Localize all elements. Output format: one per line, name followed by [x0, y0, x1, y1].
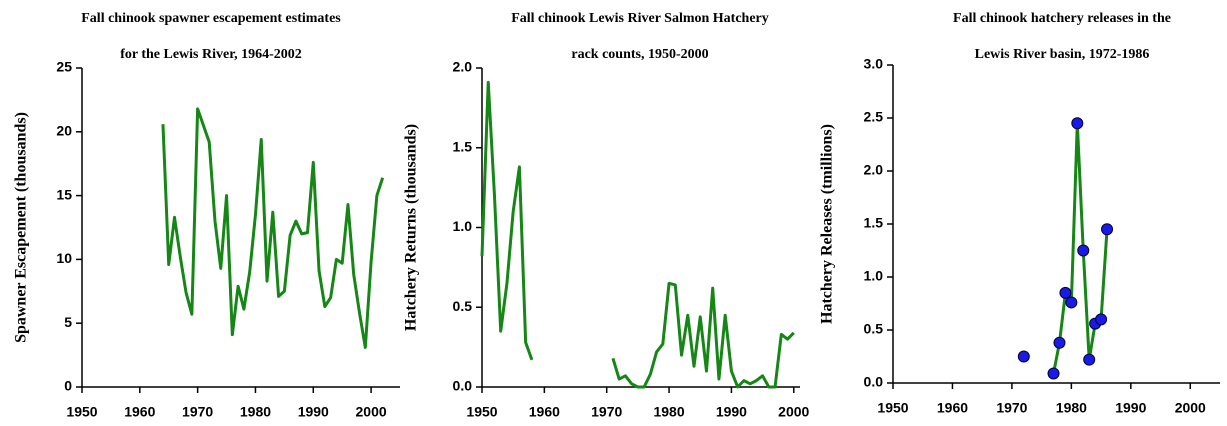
x-tick-label: 1950: [66, 404, 97, 420]
data-point: [1059, 286, 1072, 299]
x-tick-label: 1990: [298, 404, 329, 420]
data-point: [1017, 350, 1030, 363]
y-tick-label: 0.5: [864, 321, 884, 337]
y-axis-label: Hatchery Returns (thousands): [403, 124, 420, 331]
x-tick-label: 1980: [1056, 400, 1087, 416]
data-line: [161, 107, 385, 349]
y-tick-label: 2.0: [864, 162, 884, 178]
chart-title: for the Lewis River, 1964-2002: [120, 47, 302, 62]
x-tick-label: 1970: [996, 400, 1027, 416]
chart-title: rack counts, 1950-2000: [571, 47, 708, 62]
y-tick-label: 2.0: [453, 59, 473, 75]
y-axis-label: Spawner Escapement (thousands): [13, 112, 30, 343]
y-axis-label: Hatchery Releases (tmillions): [819, 124, 836, 324]
x-tick-label: 1960: [124, 404, 155, 420]
data-point: [1053, 336, 1066, 349]
data-point: [1047, 367, 1060, 380]
data-point: [1101, 223, 1114, 236]
x-tick-label: 1960: [529, 404, 560, 420]
y-tick-label: 15: [56, 186, 72, 202]
data-line: [611, 281, 795, 389]
x-tick-label: 1980: [240, 404, 271, 420]
x-tick-label: 1960: [937, 400, 968, 416]
x-tick-label: 1970: [591, 404, 622, 420]
x-tick-label: 1970: [182, 404, 213, 420]
x-tick-label: 1990: [1115, 400, 1146, 416]
x-tick-label: 1950: [877, 400, 908, 416]
chart-title: Fall chinook Lewis River Salmon Hatchery: [511, 11, 769, 26]
y-tick-label: 3.0: [864, 56, 884, 72]
chart-title: Fall chinook hatchery releases in the: [953, 11, 1171, 26]
data-point: [1095, 313, 1108, 326]
y-tick-label: 0.0: [453, 378, 473, 394]
data-point: [1077, 244, 1090, 257]
y-tick-label: 1.5: [864, 215, 884, 231]
data-point: [1083, 353, 1096, 366]
y-tick-label: 25: [56, 59, 72, 75]
y-tick-label: 0.5: [453, 298, 473, 314]
y-tick-label: 0: [64, 378, 72, 394]
y-tick-label: 10: [56, 250, 72, 266]
data-line: [480, 80, 534, 361]
x-tick-label: 1990: [716, 404, 747, 420]
chart-title: Fall chinook spawner escapement estimate…: [81, 11, 341, 26]
y-tick-label: 20: [56, 123, 72, 139]
data-point: [1065, 296, 1078, 309]
y-tick-label: 1.0: [453, 218, 473, 234]
x-tick-label: 2000: [356, 404, 387, 420]
y-tick-label: 1.0: [864, 268, 884, 284]
x-tick-label: 1950: [466, 404, 497, 420]
x-tick-label: 2000: [778, 404, 809, 420]
x-tick-label: 2000: [1175, 400, 1206, 416]
y-tick-label: 1.5: [453, 138, 473, 154]
y-tick-label: 0.0: [864, 374, 884, 390]
y-tick-label: 2.5: [864, 109, 884, 125]
x-tick-label: 1980: [653, 404, 684, 420]
chart-title: Lewis River basin, 1972-1986: [975, 47, 1150, 62]
data-point: [1071, 117, 1084, 130]
y-tick-label: 5: [64, 314, 72, 330]
